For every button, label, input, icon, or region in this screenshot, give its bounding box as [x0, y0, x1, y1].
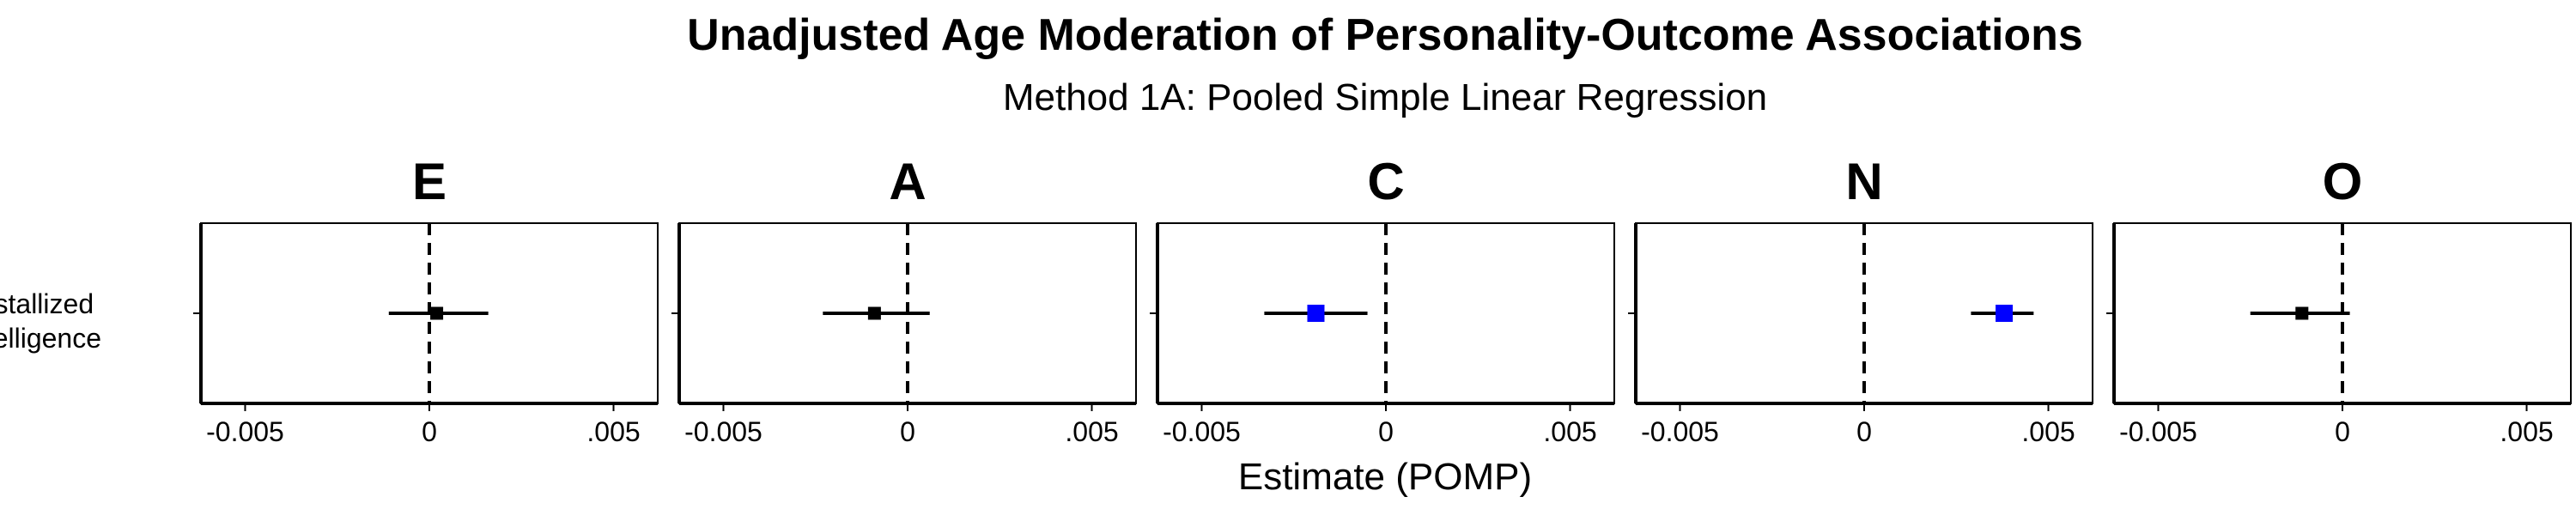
estimate-point: [2295, 306, 2309, 320]
panel-title-e: E: [412, 153, 447, 210]
panel-title-a: A: [889, 153, 926, 210]
estimate-point: [1307, 305, 1325, 322]
x-tick-label: -0.005: [1641, 416, 1719, 447]
x-tick-label: 0: [2335, 416, 2350, 447]
x-tick-label: -0.005: [206, 416, 284, 447]
panel-o: O -0.005 0 .005: [2106, 153, 2572, 447]
x-tick-label: .005: [2500, 416, 2553, 447]
panels: E -0.005 0 .005 A -0.005 0 .005 C -0.005 0 .005 N -0.…: [193, 153, 2572, 447]
panel-c: C -0.005 0 .005: [1150, 153, 1615, 447]
x-tick-label: -0.005: [2119, 416, 2197, 447]
panel-title-n: N: [1845, 153, 1882, 210]
estimate-point: [430, 306, 444, 320]
x-tick-label: 0: [1378, 416, 1394, 447]
x-tick-label: 0: [900, 416, 915, 447]
panel-title-c: C: [1367, 153, 1404, 210]
estimate-point: [867, 306, 881, 320]
x-tick-label: .005: [2021, 416, 2075, 447]
x-tick-label: 0: [422, 416, 437, 447]
x-tick-label: -0.005: [1163, 416, 1241, 447]
x-tick-label: -0.005: [684, 416, 762, 447]
x-tick-label: .005: [1065, 416, 1118, 447]
y-category-label-line2: Intelligence: [0, 323, 101, 354]
estimate-point: [1996, 305, 2014, 322]
panel-title-o: O: [2323, 153, 2363, 210]
chart-subtitle: Method 1A: Pooled Simple Linear Regressi…: [1003, 76, 1767, 118]
x-tick-label: .005: [1543, 416, 1596, 447]
y-category-label-line1: Crystallized: [0, 288, 94, 319]
y-category-label: Crystallized Intelligence: [0, 288, 101, 354]
panel-e: E -0.005 0 .005: [193, 153, 659, 447]
x-axis-label: Estimate (POMP): [1238, 456, 1532, 498]
x-tick-label: 0: [1856, 416, 1872, 447]
panel-n: N -0.005 0 .005: [1628, 153, 2093, 447]
chart-title: Unadjusted Age Moderation of Personality…: [687, 10, 2083, 60]
panel-a: A -0.005 0 .005: [671, 153, 1137, 447]
x-tick-label: .005: [586, 416, 640, 447]
